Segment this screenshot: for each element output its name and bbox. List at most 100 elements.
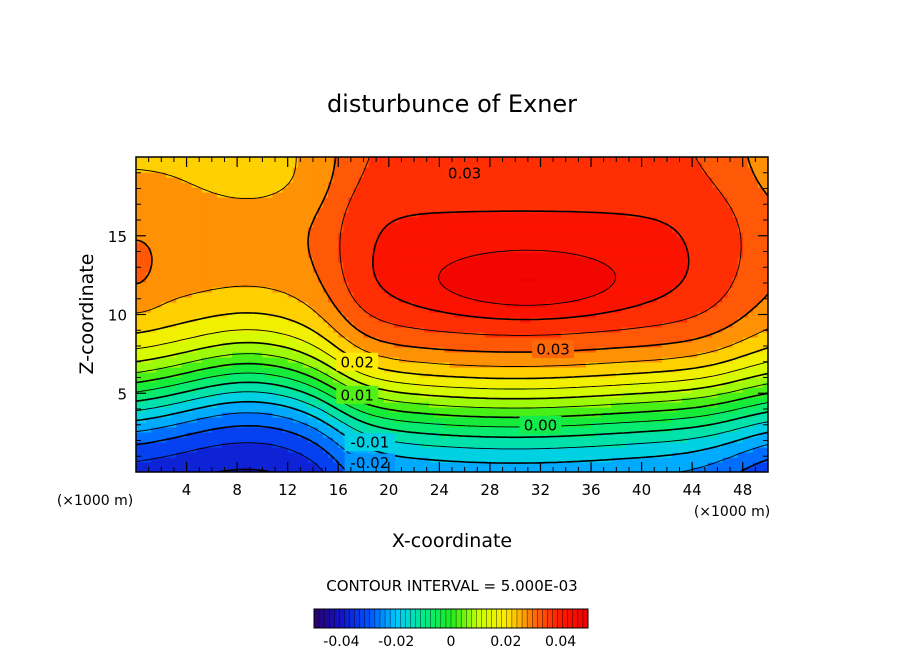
- field-cell: [237, 177, 243, 183]
- field-cell: [515, 172, 521, 178]
- field-cell: [353, 377, 360, 383]
- field-cell: [136, 267, 142, 273]
- field-cell: [505, 412, 511, 418]
- field-cell: [469, 282, 476, 288]
- field-cell: [312, 417, 319, 423]
- field-cell: [201, 157, 208, 163]
- field-cell: [479, 257, 486, 263]
- field-cell: [520, 452, 526, 458]
- field-cell: [318, 187, 324, 193]
- field-cell: [242, 392, 248, 398]
- field-cell: [156, 367, 162, 373]
- field-cell: [505, 362, 511, 368]
- field-cell: [287, 377, 294, 383]
- field-cell: [328, 157, 334, 163]
- field-cell: [287, 452, 294, 458]
- field-cell: [520, 217, 526, 223]
- field-cell: [302, 397, 309, 403]
- field-cell: [383, 382, 390, 388]
- field-cell: [292, 232, 299, 238]
- field-cell: [459, 227, 466, 233]
- field-cell: [318, 362, 324, 368]
- field-cell: [459, 302, 466, 308]
- field-cell: [489, 167, 496, 173]
- field-cell: [247, 442, 253, 448]
- field-cell: [403, 252, 410, 258]
- field-cell: [479, 272, 486, 278]
- field-cell: [211, 207, 218, 213]
- field-cell: [307, 157, 314, 163]
- field-cell: [505, 222, 511, 228]
- field-cell: [257, 372, 263, 378]
- field-cell: [434, 162, 440, 168]
- field-cell: [191, 157, 198, 163]
- field-cell: [161, 162, 167, 168]
- field-cell: [216, 277, 223, 283]
- field-cell: [348, 267, 355, 273]
- field-cell: [505, 197, 511, 203]
- field-cell: [520, 157, 526, 163]
- field-cell: [292, 317, 299, 323]
- field-cell: [262, 337, 269, 343]
- field-cell: [489, 212, 496, 218]
- field-cell: [282, 417, 289, 423]
- field-cell: [257, 252, 263, 258]
- field-cell: [459, 402, 466, 408]
- field-cell: [146, 432, 152, 438]
- field-cell: [292, 457, 299, 463]
- field-cell: [171, 437, 178, 443]
- field-cell: [459, 252, 466, 258]
- field-cell: [232, 202, 238, 208]
- field-cell: [262, 277, 269, 283]
- field-cell: [262, 282, 269, 288]
- field-cell: [166, 287, 172, 293]
- field-cell: [242, 277, 248, 283]
- field-cell: [439, 217, 446, 223]
- field-cell: [146, 452, 152, 458]
- field-cell: [520, 237, 526, 243]
- field-cell: [388, 267, 395, 273]
- field-cell: [181, 402, 188, 408]
- field-cell: [272, 282, 279, 288]
- field-cell: [247, 397, 253, 403]
- field-cell: [136, 227, 142, 233]
- field-cell: [464, 392, 471, 398]
- field-cell: [525, 387, 531, 393]
- field-cell: [292, 292, 299, 298]
- field-cell: [141, 272, 147, 278]
- field-cell: [232, 222, 238, 228]
- field-cell: [454, 247, 461, 253]
- field-cell: [464, 332, 471, 338]
- field-cell: [302, 387, 309, 393]
- field-cell: [232, 162, 238, 168]
- field-cell: [439, 382, 446, 388]
- field-cell: [161, 277, 167, 283]
- field-cell: [141, 317, 147, 323]
- field-cell: [424, 247, 430, 253]
- field-cell: [257, 397, 263, 403]
- field-cell: [530, 307, 537, 313]
- field-cell: [176, 187, 183, 193]
- field-cell: [449, 292, 456, 298]
- field-cell: [434, 172, 440, 178]
- field-cell: [520, 267, 526, 273]
- field-cell: [237, 262, 243, 268]
- field-cell: [216, 322, 223, 328]
- field-cell: [186, 412, 193, 418]
- field-cell: [191, 167, 198, 173]
- field-cell: [151, 352, 157, 358]
- field-cell: [353, 302, 360, 308]
- field-cell: [484, 407, 491, 413]
- field-cell: [469, 242, 476, 248]
- field-cell: [186, 467, 193, 472]
- field-cell: [252, 207, 258, 213]
- field-cell: [373, 287, 380, 293]
- field-cell: [287, 257, 294, 263]
- field-cell: [216, 452, 223, 458]
- field-cell: [302, 262, 309, 268]
- field-cell: [333, 222, 339, 228]
- field-cell: [403, 337, 410, 343]
- field-cell: [297, 357, 304, 363]
- field-cell: [206, 422, 213, 428]
- field-cell: [146, 242, 152, 248]
